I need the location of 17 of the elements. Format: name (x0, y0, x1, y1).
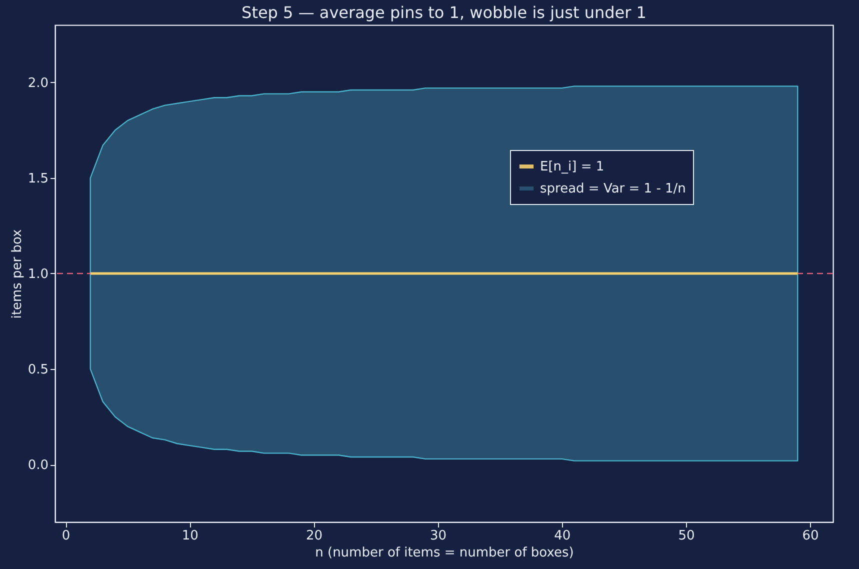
x-tick-label: 20 (306, 528, 322, 544)
x-tick-label: 10 (182, 528, 198, 544)
y-tick-label: 1.0 (28, 267, 48, 282)
annotation: spread = Var = 1 - 1/n (540, 182, 686, 196)
x-axis-title: n (number of items = number of boxes) (315, 546, 574, 560)
y-axis-title: items per box (10, 228, 25, 319)
y-tick-label: 2.0 (28, 76, 48, 91)
y-tick-label: 0.5 (28, 362, 48, 378)
y-tick-label: 1.5 (28, 171, 48, 186)
x-tick-label: 50 (678, 528, 695, 544)
x-tick-label: 0 (62, 528, 70, 544)
legend-label: E[n_i] = 1 (540, 160, 604, 174)
chart-title: Step 5 — average pins to 1, wobble is just under 1 (242, 3, 646, 22)
x-tick-label: 30 (430, 528, 447, 544)
y-tick-label: 0.0 (28, 458, 48, 474)
x-tick-label: 40 (554, 528, 571, 544)
x-tick-label: 60 (802, 528, 819, 544)
